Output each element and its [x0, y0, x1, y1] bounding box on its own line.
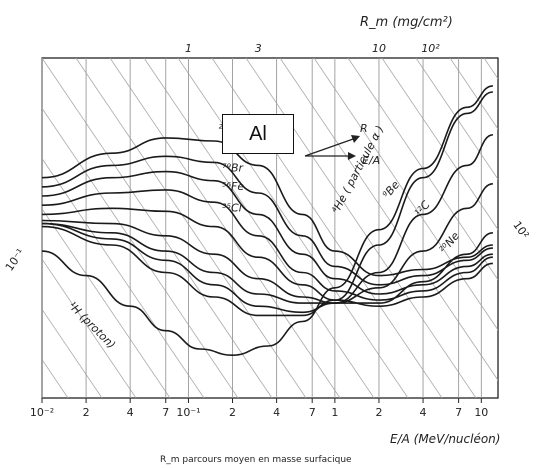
x-tick-label: 2 — [83, 406, 90, 419]
series-label: ¹H (proton) — [66, 299, 118, 351]
e-over-a-arrow-label: E/A — [362, 154, 380, 167]
x-tick-label: 7 — [455, 406, 462, 419]
series-line — [42, 183, 494, 304]
r-arrow-head — [351, 135, 360, 143]
x-tick-label: 10⁻¹ — [176, 406, 200, 419]
range-diagonal-line — [42, 107, 239, 398]
series-line — [42, 189, 493, 301]
series-line — [42, 134, 494, 314]
range-diagonal-line — [313, 58, 498, 331]
x-axis-label: E/A (MeV/nucléon) — [390, 432, 500, 446]
range-diagonal-line — [143, 58, 375, 398]
top-tick-label: 1 — [185, 42, 192, 55]
caption: R_m parcours moyen en masse surfacique — [160, 455, 352, 465]
x-tick-label: 7 — [162, 406, 169, 419]
side-label: 10² — [510, 219, 531, 242]
series-label: ⁵⁶Fe — [222, 180, 244, 193]
x-tick-label: 2 — [375, 406, 382, 419]
range-diagonal-line — [0, 58, 34, 398]
range-diagonal-line — [42, 258, 137, 398]
r-arrow-label: R — [360, 122, 368, 135]
range-diagonal-line — [245, 58, 477, 398]
series-group — [42, 85, 494, 357]
x-tick-label: 4 — [127, 406, 134, 419]
range-diagonal-line — [381, 58, 498, 231]
x-tick-label: 4 — [273, 406, 280, 419]
series-line — [42, 137, 493, 277]
range-diagonal-line — [75, 58, 307, 398]
series-line — [42, 207, 493, 308]
side-label: 10⁻¹ — [3, 246, 28, 273]
r-arrow — [304, 137, 357, 157]
range-diagonal-line — [177, 58, 409, 398]
diagonal-grid — [0, 58, 498, 398]
range-diagonal-line — [42, 58, 273, 398]
x-tick-label: 7 — [309, 406, 316, 419]
top-tick-label: 10² — [421, 42, 440, 55]
series-line — [42, 219, 494, 304]
top-tick-label: 10 — [372, 42, 386, 55]
series-label: ¹²C — [412, 198, 433, 219]
series-label: ⁷⁹Br — [222, 162, 244, 175]
series-line — [42, 85, 494, 357]
x-tick-label: 4 — [420, 406, 427, 419]
x-tick-label: 2 — [229, 406, 236, 419]
series-line — [42, 170, 493, 295]
range-diagonal-line — [109, 58, 341, 398]
series-line — [42, 155, 493, 286]
x-tick-label: 10 — [474, 406, 488, 419]
range-diagonal-line — [415, 58, 498, 180]
range-diagonal-line — [42, 157, 205, 398]
top-tick-label: 3 — [255, 42, 262, 55]
legend-arrows: R E/A — [304, 122, 380, 167]
e-over-a-arrow-head — [348, 152, 356, 160]
series-label: ⁹Be — [380, 178, 402, 201]
range-diagonal-line — [449, 58, 498, 130]
top-axis-label: R_m (mg/cm²) — [360, 15, 453, 30]
series-label: ³⁵Cl — [222, 201, 242, 214]
series-line — [42, 91, 494, 317]
x-tick-label: 1 — [331, 406, 338, 419]
range-diagonal-line — [347, 58, 498, 281]
x-tick-label: 10⁻² — [30, 406, 54, 419]
range-diagonal-line — [42, 308, 103, 398]
aluminium-label-box: Al — [222, 114, 294, 154]
